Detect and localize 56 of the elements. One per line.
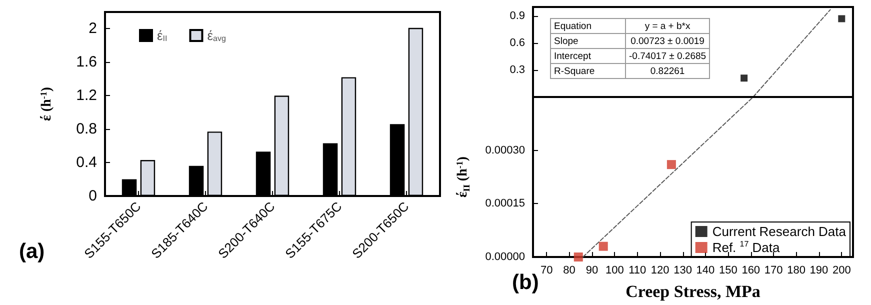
annotation: 0.00723 ± 0.0019 (626, 34, 710, 48)
bar (322, 143, 338, 196)
y-tick-label: 2 (88, 20, 97, 38)
bar (390, 124, 405, 196)
legend-label: Current Research Data (712, 224, 847, 239)
point (598, 242, 608, 251)
legend-label: έII (157, 28, 168, 43)
x-tick-label: 200 (832, 264, 851, 276)
text: (a) (19, 240, 45, 263)
bar (341, 77, 356, 196)
y-tick-label: 0.9 (510, 10, 525, 22)
annotation: y = a + b*x (626, 18, 710, 34)
x-tick-label: 90 (586, 264, 598, 276)
x-tick-label: 110 (628, 264, 646, 276)
annotation: 0.82261 (626, 64, 710, 78)
legend-label: έavg (207, 28, 226, 43)
x-tick-label: 120 (650, 264, 670, 276)
annotation: Slope (550, 34, 626, 48)
x-tick-label: 130 (674, 264, 692, 276)
bar (122, 179, 137, 196)
x-tick-label: 70 (540, 264, 553, 276)
x-axis-title: Creep Stress, MPa (626, 282, 761, 301)
point (666, 160, 676, 170)
x-tick-label: 100 (606, 264, 624, 276)
bar (140, 160, 156, 196)
y-tick-label: 0.8 (76, 120, 97, 138)
annotation: Equation (550, 18, 626, 34)
text: (b) (512, 271, 539, 294)
x-tick-label: 140 (696, 264, 715, 276)
y-axis-title: έII (h-1) (454, 156, 472, 198)
bar (188, 166, 204, 196)
x-tick-label: 160 (742, 264, 760, 276)
y-axis-title: έ (h-1) (38, 86, 54, 122)
x-tick-label: 180 (787, 264, 806, 276)
x-tick-label: 80 (563, 264, 576, 276)
bar (207, 132, 222, 196)
y-tick-label: 0.6 (510, 37, 525, 49)
y-tick-label: 0.3 (510, 64, 525, 76)
y-tick-label: 0.00030 (485, 144, 525, 156)
x-tick-label: 150 (719, 264, 738, 276)
bar (274, 96, 290, 196)
y-tick-label: 1.6 (76, 54, 97, 71)
x-tick-label: 190 (810, 264, 828, 276)
y-tick-label: 0.00015 (485, 198, 525, 210)
y-tick-label: 0.4 (76, 154, 97, 172)
annotation: -0.74017 ± 0.2685 (626, 48, 710, 64)
bar (408, 28, 424, 196)
y-tick-label: 0 (88, 188, 97, 204)
x-tick-label: 170 (764, 264, 783, 276)
point (574, 252, 583, 262)
y-tick-label: 0.00000 (485, 251, 525, 263)
annotation: Intercept (550, 48, 626, 64)
y-tick-label: 1.2 (76, 87, 97, 104)
annotation: R-Square (550, 64, 626, 78)
legend-label: Ref. 17 Data (712, 240, 781, 255)
bar (256, 152, 271, 196)
